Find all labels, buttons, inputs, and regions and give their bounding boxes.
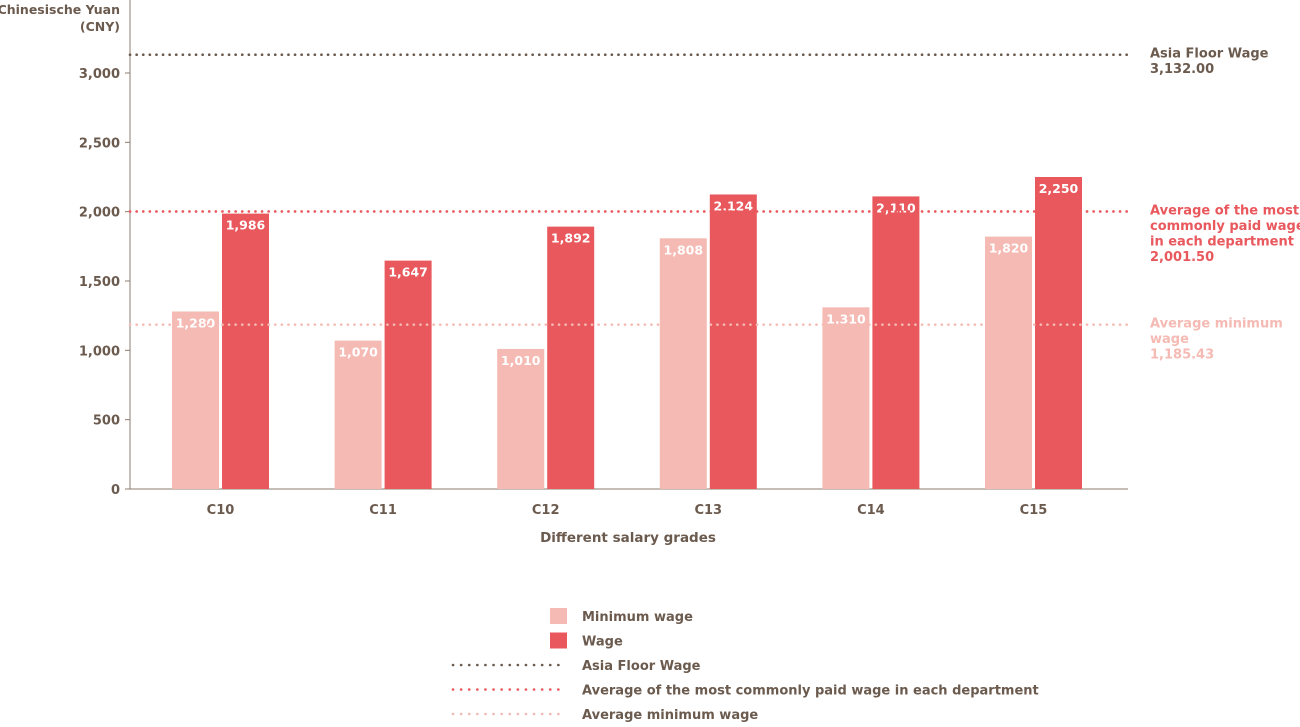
bar-wage: [872, 196, 920, 489]
bar-wage: [709, 194, 757, 490]
bar-minimum-wage: [172, 311, 219, 489]
data-label-minimum-wage: 1,010: [501, 353, 541, 368]
reference-line-label: wage: [1150, 332, 1189, 347]
y-axis-title-line: Chinesische Yuan: [0, 2, 120, 17]
data-label-wage: 2,250: [1039, 181, 1079, 196]
reference-line-label: 3,132.00: [1150, 62, 1214, 77]
x-category-label: C15: [1020, 503, 1048, 518]
bar-wage: [384, 260, 432, 489]
reference-line-label: 2,001.50: [1150, 250, 1214, 265]
y-tick-label: 0: [111, 483, 120, 498]
bar-wage: [222, 213, 269, 489]
x-category-label: C11: [369, 503, 397, 518]
x-category-label: C12: [532, 503, 560, 518]
x-axis-title: Different salary grades: [540, 530, 716, 546]
bar-minimum-wage: [659, 238, 707, 489]
y-tick-label: 2,000: [79, 206, 120, 221]
bar-minimum-wage: [334, 340, 382, 489]
y-tick-label: 2,500: [79, 136, 120, 151]
data-label-wage: 2,110: [876, 200, 916, 215]
data-label-minimum-wage: 1,820: [989, 241, 1029, 256]
data-label-wage: 1,986: [226, 218, 266, 233]
reference-line-label: in each department: [1150, 234, 1294, 249]
data-label-minimum-wage: 1,070: [338, 345, 378, 360]
legend-swatch: [550, 632, 567, 649]
bar-wage: [547, 226, 595, 489]
data-label-minimum-wage: 1,310: [826, 311, 866, 326]
data-label-wage: 2,124: [714, 198, 754, 213]
data-label-wage: 1,892: [551, 231, 591, 246]
reference-line-label: 1,185.43: [1150, 348, 1214, 363]
legend-swatch: [550, 608, 567, 624]
legend-label: Minimum wage: [582, 610, 693, 625]
bar-minimum-wage: [822, 307, 870, 489]
y-tick-label: 1,500: [79, 275, 120, 290]
data-label-minimum-wage: 1,808: [664, 242, 704, 257]
reference-line-label: Asia Floor Wage: [1150, 47, 1269, 62]
data-label-minimum-wage: 1,280: [176, 316, 216, 331]
x-category-label: C10: [207, 503, 235, 518]
legend-label: Asia Floor Wage: [582, 659, 701, 674]
data-label-wage: 1,647: [388, 265, 428, 280]
legend-label: Average minimum wage: [582, 708, 758, 723]
x-category-label: C13: [694, 503, 722, 518]
legend-label: Average of the most commonly paid wage i…: [582, 684, 1039, 699]
legend-label: Wage: [582, 635, 623, 650]
bar-minimum-wage: [985, 236, 1032, 489]
y-tick-label: 1,000: [79, 344, 120, 359]
y-tick-label: 500: [93, 414, 120, 429]
y-axis-title-line: (CNY): [80, 19, 120, 34]
bar-wage: [1035, 177, 1082, 489]
x-category-label: C14: [857, 503, 885, 518]
reference-line-label: Average minimum: [1150, 317, 1283, 332]
reference-line-label: commonly paid wage: [1150, 219, 1300, 234]
reference-line-label: Average of the most: [1150, 203, 1299, 218]
y-tick-label: 3,000: [79, 67, 120, 82]
bar-minimum-wage: [497, 348, 545, 489]
